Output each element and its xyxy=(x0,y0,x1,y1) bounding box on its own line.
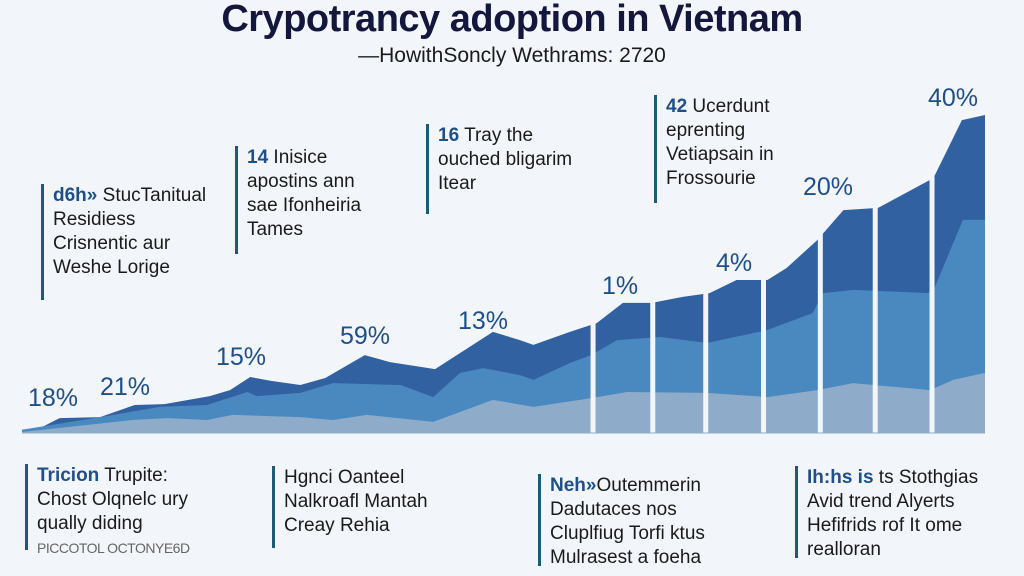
note-line: Outemmerin xyxy=(596,475,701,496)
annotation-prefix: 14 xyxy=(247,147,269,168)
annotation-line: Itear xyxy=(438,173,477,194)
note-line: Dadutaces nos xyxy=(550,499,677,520)
note-line: Trupite: xyxy=(104,465,168,486)
annotation-3: 16 Tray the ouched bligarim Itear xyxy=(426,124,572,214)
annotation-4: 42 Ucerdunt eprenting Vetiapsain in Fros… xyxy=(654,95,774,203)
annotation-prefix: 16 xyxy=(438,125,460,146)
note-line: Avid trend Alyerts xyxy=(807,491,955,512)
annotation-line: Vetiapsain in xyxy=(666,144,774,165)
area-series-2 xyxy=(22,219,985,433)
data-label: 59% xyxy=(340,322,391,350)
annotation-line: StucTanitual xyxy=(102,185,207,206)
annotation-line: Tray the xyxy=(464,125,534,146)
annotation-1: d6h» StucTanitual Residiess Crisnentic a… xyxy=(41,184,206,300)
note-line: Mulrasest a foeha xyxy=(550,547,702,568)
annotation-line: Tames xyxy=(247,219,303,240)
data-label: 20% xyxy=(803,173,854,201)
note-prefix: Tricion xyxy=(37,465,100,486)
annotation-prefix: d6h» xyxy=(53,185,98,206)
note-line: realloran xyxy=(807,539,881,560)
annotation-line: apostins ann xyxy=(247,171,355,192)
annotation-prefix: 42 xyxy=(666,96,688,117)
note-line: PICCOTOL OCTONYE6D xyxy=(37,540,190,556)
annotation-line: Residiess xyxy=(53,209,136,230)
data-label: 1% xyxy=(602,272,639,300)
annotation-line: Ucerdunt xyxy=(692,96,770,117)
annotation-2: 14 Inisice apostins ann sae Ifonheiria T… xyxy=(235,146,361,254)
data-label: 4% xyxy=(716,249,753,277)
data-label: 13% xyxy=(458,307,509,335)
note-line: Chost Olqnelc ury xyxy=(37,489,189,510)
note-line: Hgnci Oanteel xyxy=(284,467,405,488)
area-series-3 xyxy=(22,372,985,433)
bottom-note-3: Neh»Outemmerin Dadutaces nos Cluplfiug T… xyxy=(538,474,705,568)
annotation-line: Weshe Lorige xyxy=(53,257,170,278)
bottom-note-2: Hgnci Oanteel Nalkroafl Mantah Creay Reh… xyxy=(272,466,428,548)
chart-subtitle: —HowithSoncly Wethrams: 2720 xyxy=(358,44,666,67)
annotation-line: Frossourie xyxy=(666,168,756,189)
annotation-line: eprenting xyxy=(666,120,746,141)
note-prefix: Neh» xyxy=(550,475,597,496)
chart-title: Crypotrancy adoption in Vietnam xyxy=(221,0,803,40)
annotation-line: Inisice xyxy=(273,147,328,168)
data-label: 15% xyxy=(216,343,267,371)
data-label: 40% xyxy=(928,84,979,112)
note-prefix: Ih:hs is xyxy=(807,467,874,488)
annotation-line: sae Ifonheiria xyxy=(247,195,362,216)
bottom-note-4: Ih:hs is ts Stothgias Avid trend Alyerts… xyxy=(795,466,979,560)
note-line: Cluplfiug Torfi ktus xyxy=(550,523,705,544)
data-label: 21% xyxy=(100,373,151,401)
annotation-line: Crisnentic aur xyxy=(53,233,171,254)
annotation-line: ouched bligarim xyxy=(438,149,573,170)
bottom-note-1: Tricion Trupite: Chost Olqnelc ury quall… xyxy=(25,464,190,556)
note-line: Hefifrids rof It ome xyxy=(807,515,963,536)
data-label: 18% xyxy=(28,384,79,412)
note-line: qually diding xyxy=(37,513,143,534)
note-line: ts Stothgias xyxy=(878,467,979,488)
separators xyxy=(22,90,985,434)
area-layers xyxy=(22,115,985,433)
note-line: Creay Rehia xyxy=(284,515,390,536)
note-line: Nalkroafl Mantah xyxy=(284,491,428,512)
